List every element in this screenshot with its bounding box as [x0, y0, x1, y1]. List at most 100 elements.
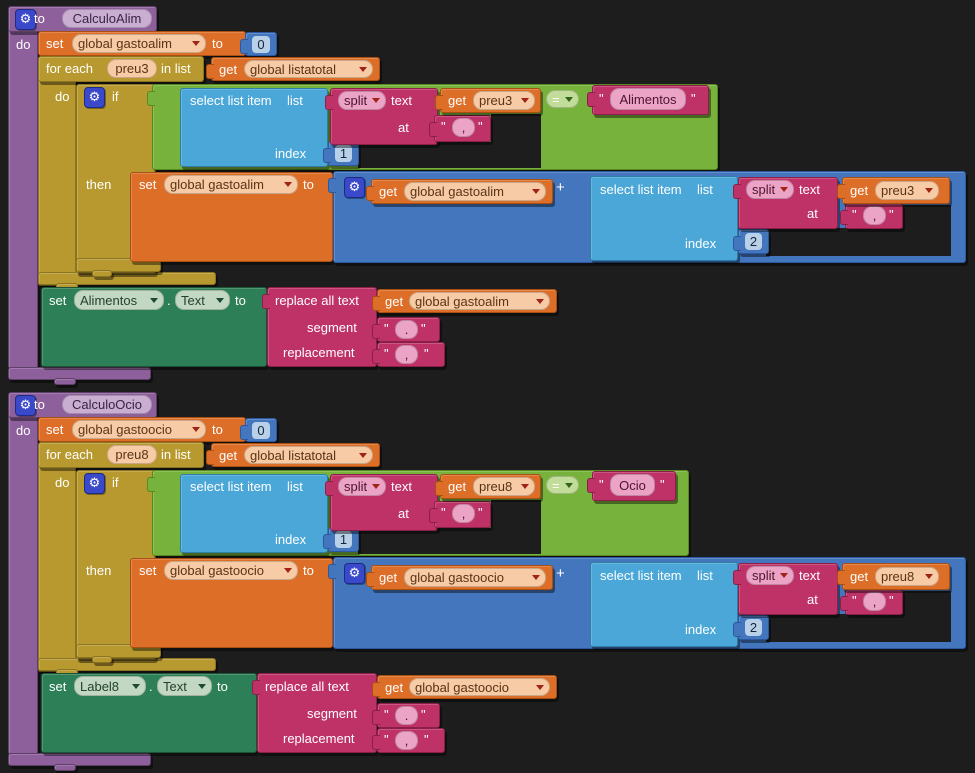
- keyword-list: list: [287, 479, 303, 494]
- string-value-field[interactable]: ,: [863, 206, 886, 225]
- keyword-in-list: in list: [161, 61, 191, 76]
- quote-mark: ": [599, 477, 604, 492]
- procedure-name-field[interactable]: CalculoOcio: [62, 395, 152, 414]
- quote-mark: ": [441, 119, 446, 134]
- string-value-field[interactable]: ,: [395, 345, 418, 364]
- replace-all-text-label: replace all text: [265, 679, 349, 694]
- keyword-get: get: [448, 479, 467, 494]
- string-value-field[interactable]: ,: [452, 504, 475, 523]
- select-list-item-block[interactable]: [590, 176, 738, 261]
- variable-dropdown-field[interactable]: global gastoocio: [409, 678, 550, 696]
- variable-dropdown-field[interactable]: global listatotal: [244, 60, 373, 78]
- string-value-field[interactable]: .: [395, 320, 418, 339]
- keyword-set: set: [49, 293, 67, 308]
- mutator-gear-icon[interactable]: [344, 177, 365, 198]
- procedure-name-field[interactable]: CalculoAlim: [62, 9, 152, 28]
- keyword-if: if: [112, 89, 119, 104]
- select-list-item-block[interactable]: [180, 474, 328, 553]
- loop-variable-field[interactable]: preu3: [107, 59, 157, 78]
- equals-operator-dropdown[interactable]: =: [546, 90, 579, 108]
- dropdown-caret-icon: [372, 484, 380, 489]
- replace-all-text-block[interactable]: [262, 287, 377, 367]
- variable-dropdown-field[interactable]: preu8: [875, 567, 939, 586]
- mutator-gear-icon[interactable]: [15, 395, 36, 416]
- property-dropdown-field[interactable]: Text: [175, 290, 230, 310]
- string-value-field[interactable]: ,: [452, 118, 475, 137]
- variable-dropdown-field[interactable]: global gastoocio: [72, 420, 206, 439]
- property-dropdown-field[interactable]: Text: [157, 676, 212, 696]
- keyword-list: list: [287, 93, 303, 108]
- number-block[interactable]: 0: [240, 418, 277, 442]
- number-value: 0: [252, 421, 270, 439]
- keyword-set: set: [49, 679, 67, 694]
- number-block[interactable]: 0: [240, 32, 277, 56]
- component-dropdown-field[interactable]: Label8: [74, 676, 146, 696]
- variable-dropdown-field[interactable]: global gastoalim: [409, 292, 550, 310]
- split-dropdown-field[interactable]: split: [746, 566, 794, 585]
- variable-dropdown-field[interactable]: global gastoocio: [164, 561, 298, 580]
- number-value: 0: [252, 35, 270, 53]
- string-value-field[interactable]: ,: [863, 592, 886, 611]
- dropdown-caret-icon: [198, 683, 206, 689]
- keyword-do: do: [16, 37, 31, 52]
- keyword-get: get: [219, 448, 238, 463]
- procedure-block-bottom[interactable]: [8, 367, 151, 380]
- cutout: [491, 500, 541, 529]
- replace-all-text-block[interactable]: [252, 673, 377, 753]
- variable-dropdown-field[interactable]: preu3: [473, 91, 535, 110]
- keyword-set: set: [46, 36, 64, 51]
- number-block[interactable]: 2: [733, 615, 769, 640]
- plus-operator: +: [556, 179, 565, 196]
- split-dropdown-field[interactable]: split: [338, 91, 386, 110]
- select-list-item-block[interactable]: [590, 562, 738, 647]
- keyword-then: then: [86, 177, 112, 192]
- procedure-block-left-wall[interactable]: [8, 414, 38, 755]
- variable-dropdown-field[interactable]: global gastoalim: [164, 175, 298, 194]
- keyword-set: set: [139, 177, 157, 192]
- variable-dropdown-field[interactable]: preu3: [875, 181, 939, 200]
- quote-mark: ": [478, 119, 483, 134]
- mutator-gear-icon[interactable]: [344, 563, 365, 584]
- variable-dropdown-field[interactable]: global gastoocio: [404, 568, 546, 587]
- dropdown-caret-icon: [359, 66, 367, 72]
- string-value-field[interactable]: .: [395, 706, 418, 725]
- mutator-gear-icon[interactable]: [84, 473, 105, 494]
- string-value-field[interactable]: Alimentos: [610, 88, 686, 110]
- variable-dropdown-field[interactable]: preu8: [473, 477, 535, 496]
- dot-separator: .: [167, 293, 171, 308]
- keyword-get: get: [379, 184, 398, 199]
- loop-variable-field[interactable]: preu8: [107, 445, 157, 464]
- select-list-item-label: select list item: [190, 479, 272, 494]
- number-value: 2: [744, 233, 763, 250]
- equals-operator-dropdown[interactable]: =: [546, 476, 579, 494]
- variable-dropdown-field[interactable]: global listatotal: [244, 446, 373, 464]
- procedure-block-bottom[interactable]: [8, 753, 151, 766]
- string-value-field[interactable]: ,: [395, 731, 418, 750]
- dropdown-caret-icon: [565, 96, 573, 102]
- split-dropdown-field[interactable]: split: [338, 477, 386, 496]
- component-dropdown-field[interactable]: Alimentos: [74, 290, 164, 310]
- procedure-block-left-wall[interactable]: [8, 28, 38, 369]
- keyword-text: text: [391, 479, 412, 494]
- mutator-gear-icon[interactable]: [84, 87, 105, 108]
- number-block[interactable]: 1: [323, 141, 359, 166]
- string-value-field[interactable]: Ocio: [610, 474, 655, 496]
- quote-mark: ": [421, 707, 426, 722]
- dropdown-caret-icon: [532, 575, 540, 580]
- variable-dropdown-field[interactable]: global gastoalim: [72, 34, 206, 53]
- keyword-get: get: [850, 569, 869, 584]
- cutout: [358, 142, 541, 168]
- mutator-gear-icon[interactable]: [15, 9, 36, 30]
- select-list-item-block[interactable]: [180, 88, 328, 167]
- foreach-block-left-wall[interactable]: [38, 442, 76, 672]
- split-dropdown-field[interactable]: split: [746, 180, 794, 199]
- keyword-replacement: replacement: [283, 345, 355, 360]
- replace-all-text-label: replace all text: [275, 293, 359, 308]
- quote-mark: ": [421, 321, 426, 336]
- variable-dropdown-field[interactable]: global gastoalim: [404, 182, 546, 201]
- number-block[interactable]: 2: [733, 229, 769, 254]
- number-value: 1: [334, 145, 353, 162]
- quote-mark: ": [599, 91, 604, 106]
- quote-mark: ": [889, 207, 894, 222]
